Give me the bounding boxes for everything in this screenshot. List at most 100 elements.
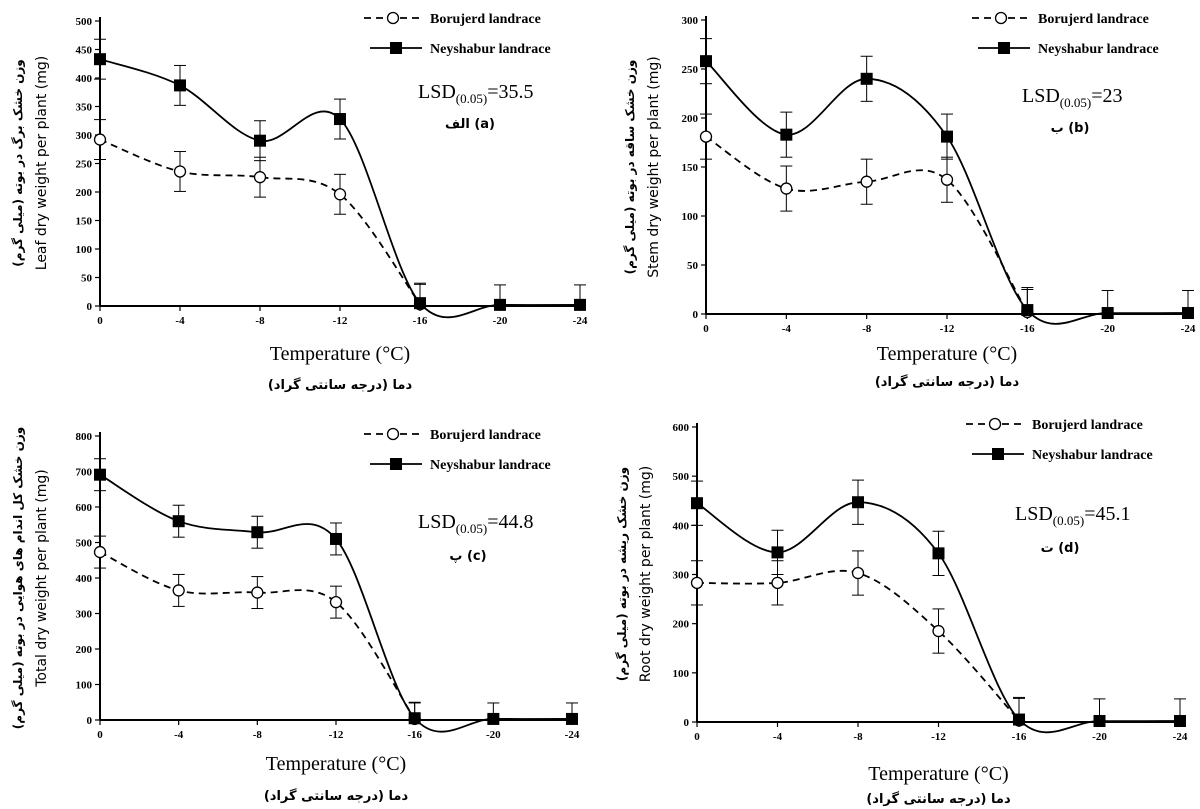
data-point <box>172 515 185 528</box>
data-point <box>941 130 953 143</box>
y-axis-label-fa: وزن خشک ساقه در بوته (میلی گرم) <box>623 60 638 275</box>
y-tick-label: 300 <box>682 15 699 27</box>
y-tick-label: 200 <box>682 113 699 125</box>
series-neyshabur <box>94 458 578 733</box>
data-point <box>780 182 793 195</box>
x-axis-label-fa: دما (درجه سانتی گراد) <box>875 374 1020 390</box>
legend-marker-neyshabur <box>390 458 402 470</box>
y-tick-label: 800 <box>76 431 93 443</box>
x-tick-label: -12 <box>931 731 946 743</box>
x-tick-label: 0 <box>703 323 709 335</box>
y-axis-label: Total dry weight per plant (mg) <box>34 469 50 688</box>
y-axis-label-fa: وزن خشک ریشه در بوته (میلی گرم) <box>615 467 630 681</box>
y-axis-label-fa: وزن خشک برگ در بوته (میلی گرم) <box>10 59 26 267</box>
x-axis-label-fa: دما (درجه سانتی گراد) <box>268 377 413 393</box>
data-point <box>94 468 106 481</box>
x-tick-label: -12 <box>940 323 955 335</box>
x-tick-label: -16 <box>413 315 428 327</box>
x-tick-label: -12 <box>333 315 348 327</box>
y-tick-label: 300 <box>76 130 93 142</box>
y-tick-label: 0 <box>684 717 690 729</box>
y-axis-label: Leaf dry weight per plant (mg) <box>34 56 50 270</box>
y-tick-label: 500 <box>673 471 690 483</box>
data-point <box>771 576 784 590</box>
x-tick-label: -4 <box>782 323 792 335</box>
legend-marker-neyshabur <box>992 448 1004 460</box>
data-point <box>1093 715 1106 728</box>
data-point <box>852 496 864 509</box>
y-tick-label: 150 <box>682 162 699 174</box>
legend: Borujerd landrace Neyshabur landrace <box>364 11 551 57</box>
x-tick-label: -24 <box>1181 323 1196 335</box>
lsd-annotation: LSD(0.05)=45.1 <box>1015 503 1131 528</box>
data-point <box>1021 304 1034 317</box>
x-tick-label: -20 <box>486 729 501 741</box>
series-neyshabur <box>94 38 586 319</box>
data-point <box>251 586 264 599</box>
lsd-annotation: LSD(0.05)=23 <box>1022 85 1123 110</box>
data-point <box>414 297 426 310</box>
legend-label-neyshabur: Neyshabur landrace <box>1032 448 1153 463</box>
data-point <box>173 165 187 178</box>
y-axis-label: Stem dry weight per plant (mg) <box>646 56 662 277</box>
data-point <box>93 133 107 146</box>
legend-label-borujerd: Borujerd landrace <box>430 12 541 27</box>
chart-panel-b: 0 50 100 150 200 250 300 0 -4 -8 -12 -16 -20 -24 Tempe… <box>623 11 1196 390</box>
y-tick-label: 200 <box>76 187 93 199</box>
data-point <box>334 113 346 126</box>
chart-panel-c: 0 100 200 300 400 500 600 700 800 0 -4 -8 -12 -16 -20 -… <box>11 427 580 804</box>
legend-label-neyshabur: Neyshabur landrace <box>1038 42 1159 57</box>
y-tick-label: 250 <box>682 64 699 76</box>
data-point <box>851 566 865 580</box>
y-axis-label-fa: وزن خشک کل اندام های هوایی در بوته (میلی… <box>11 427 26 729</box>
x-axis-label: Temperature (°C) <box>270 343 410 365</box>
y-axis-label: Root dry weight per plant (mg) <box>638 466 654 683</box>
legend-marker-neyshabur <box>998 42 1010 54</box>
panel-label: پ (c) <box>449 549 486 564</box>
y-tick-label: 150 <box>76 216 93 228</box>
x-tick-label: -8 <box>255 315 265 327</box>
data-point <box>94 53 106 66</box>
series-borujerd <box>690 550 1026 727</box>
y-tick-label: 700 <box>76 467 93 479</box>
y-tick-label: 0 <box>87 715 93 727</box>
y-tick-label: 200 <box>76 644 93 656</box>
data-point <box>566 712 578 725</box>
y-tick-label: 50 <box>687 260 699 272</box>
x-tick-label: -20 <box>1092 731 1107 743</box>
x-tick-label: 0 <box>694 731 700 743</box>
y-tick-label: 400 <box>76 73 93 85</box>
y-tick-label: 0 <box>87 301 93 313</box>
data-point <box>408 712 421 725</box>
series-borujerd <box>93 535 421 726</box>
data-point <box>1174 715 1186 728</box>
x-tick-label: -24 <box>573 315 588 327</box>
data-point <box>574 298 586 311</box>
y-tick-label: 600 <box>76 502 93 514</box>
x-tick-label: -24 <box>565 729 580 741</box>
data-point <box>699 130 713 143</box>
x-axis-label: Temperature (°C) <box>877 343 1017 365</box>
x-tick-label: -20 <box>1100 323 1115 335</box>
panel-label: الف (a) <box>445 117 495 132</box>
y-tick-label: 450 <box>76 45 93 57</box>
data-point <box>691 497 703 510</box>
x-tick-label: -8 <box>253 729 263 741</box>
data-point <box>254 134 266 147</box>
x-tick-label: 0 <box>97 315 103 327</box>
y-tick-label: 500 <box>76 16 93 28</box>
data-point <box>1182 307 1194 320</box>
data-point <box>174 79 186 92</box>
y-tick-label: 0 <box>693 309 699 321</box>
lsd-annotation: LSD(0.05)=35.5 <box>418 81 534 106</box>
x-axis-label-fa: دما (درجه سانتی گراد) <box>264 788 409 804</box>
data-point <box>93 545 107 559</box>
legend-marker-borujerd <box>988 417 1002 431</box>
legend-label-borujerd: Borujerd landrace <box>430 428 541 443</box>
y-tick-label: 100 <box>673 668 690 680</box>
x-axis-label: Temperature (°C) <box>266 753 406 775</box>
data-point <box>253 171 267 184</box>
series-line <box>696 569 1020 722</box>
data-point <box>780 128 793 141</box>
